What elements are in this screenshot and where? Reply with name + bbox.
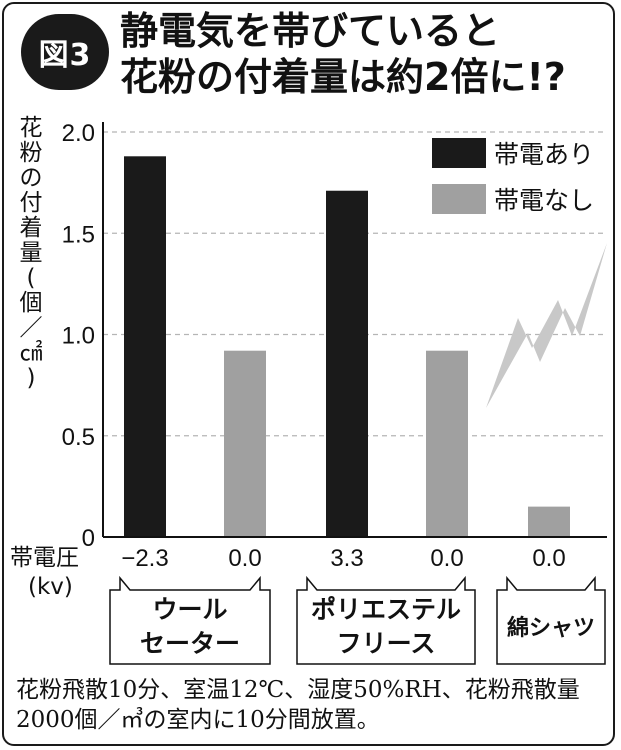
figure-frame xyxy=(2,2,615,746)
legend-label: 帯電あり xyxy=(494,140,594,169)
bar-charged xyxy=(124,156,166,538)
group-label: セーター xyxy=(140,629,240,658)
y-tick-label: 2.0 xyxy=(62,120,95,147)
group-label: フリース xyxy=(337,629,436,658)
y-axis-label-char: ／ xyxy=(19,315,43,341)
group-label-box xyxy=(496,575,606,665)
voltage-unit-label: (kv) xyxy=(28,574,73,600)
y-tick-label: 0.5 xyxy=(62,424,95,451)
voltage-value: −2.3 xyxy=(121,545,168,572)
group-label-box xyxy=(296,575,476,665)
y-axis-label-char: 個 xyxy=(19,290,43,316)
title-line-2: 花粉の付着量は約2倍に!? xyxy=(120,55,566,99)
y-axis-label-char: ( xyxy=(26,265,36,291)
y-axis-label-char: ㎠ xyxy=(19,340,43,366)
lightning-bolt-icon xyxy=(486,243,607,408)
group-label: 綿シャツ xyxy=(507,615,595,641)
legend-label: 帯電なし xyxy=(494,186,594,215)
experiment-note: 花粉飛散10分、室温12℃、湿度50%RH、花粉飛散量2000個／㎥の室内に10… xyxy=(16,677,580,733)
voltage-row-label: 帯電圧 xyxy=(10,545,79,571)
group-label: ウール xyxy=(152,595,227,624)
y-axis-label-char: 量 xyxy=(19,240,43,266)
voltage-value: 0.0 xyxy=(430,545,463,572)
y-tick-label: 0 xyxy=(82,525,95,552)
chart-title: 静電気を帯びていると 花粉の付着量は約2倍に!? xyxy=(120,8,610,100)
y-axis-label: 花粉の付着量(個／㎠) xyxy=(14,116,48,391)
group-label-box xyxy=(109,575,271,665)
legend-swatch xyxy=(432,138,486,168)
voltage-value: 0.0 xyxy=(228,545,261,572)
y-axis-label-char: 着 xyxy=(19,215,43,241)
y-tick-label: 1.0 xyxy=(62,323,95,350)
y-axis-label-char: 粉 xyxy=(19,140,43,166)
figure-badge: 図3 xyxy=(21,14,109,90)
y-axis-label-char: 花 xyxy=(19,115,43,141)
y-axis-label-char: の xyxy=(19,165,43,191)
y-axis-label-char: 付 xyxy=(19,190,43,216)
bar-uncharged xyxy=(528,506,570,537)
title-line-1: 静電気を帯びていると xyxy=(120,9,501,53)
y-axis-label-char: ) xyxy=(26,365,36,391)
legend-swatch xyxy=(432,184,486,214)
voltage-value: 0.0 xyxy=(532,545,565,572)
bar-charged xyxy=(326,190,368,537)
bar-uncharged xyxy=(426,350,468,537)
voltage-value: 3.3 xyxy=(330,545,363,572)
group-label: ポリエステル xyxy=(311,595,461,624)
y-tick-label: 1.5 xyxy=(62,221,95,248)
bar-uncharged xyxy=(224,350,266,537)
